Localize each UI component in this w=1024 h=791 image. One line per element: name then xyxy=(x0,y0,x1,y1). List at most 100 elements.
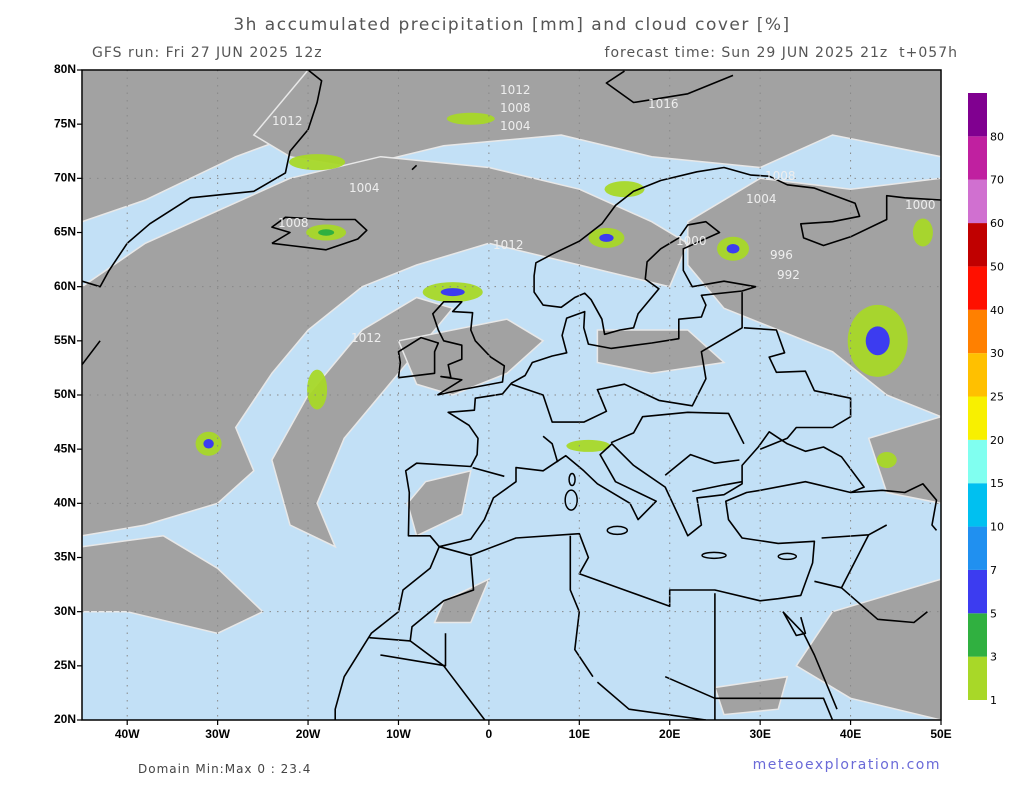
colorbar-label: 15 xyxy=(990,477,1004,490)
precip-area xyxy=(876,452,897,468)
brand: meteoexploration.com xyxy=(753,757,941,773)
x-tick-label: 10E xyxy=(569,727,590,741)
y-tick-label: 40N xyxy=(54,496,76,510)
coastline xyxy=(714,593,834,720)
y-tick-label: 30N xyxy=(54,604,76,618)
coastline xyxy=(411,164,418,171)
y-tick-label: 75N xyxy=(54,116,76,130)
colorbar-label: 5 xyxy=(990,607,997,620)
colorbar-label: 25 xyxy=(990,391,1004,404)
y-tick-label: 45N xyxy=(54,441,76,455)
coastline xyxy=(472,466,505,478)
colorbar-swatch xyxy=(968,396,987,440)
island xyxy=(701,551,727,560)
precipitation xyxy=(195,112,933,468)
x-tick-label: 20E xyxy=(659,727,680,741)
cloud-area xyxy=(252,70,941,169)
isobar-label: 1004 xyxy=(500,119,531,133)
precip-core xyxy=(599,233,614,242)
coastline xyxy=(569,535,594,678)
coastline xyxy=(605,70,734,104)
precip-core xyxy=(203,438,214,449)
coastline xyxy=(783,612,807,637)
colorbar-label: 3 xyxy=(990,651,997,664)
colorbar-swatch xyxy=(968,136,987,180)
cloud-area xyxy=(397,318,545,396)
coastline xyxy=(692,480,743,493)
colorbar-label: 10 xyxy=(990,521,1004,534)
y-tick-label: 35N xyxy=(54,550,76,564)
cloud-area xyxy=(596,329,726,375)
colorbar: 1 3 5 7 10 15 20 25 30 40 50 60 70 80 xyxy=(968,93,1004,707)
isobar-label: 1000 xyxy=(676,234,707,248)
island xyxy=(564,489,578,511)
isobar-label: 1000 xyxy=(905,198,936,212)
coastline xyxy=(82,340,101,366)
coastline xyxy=(542,435,559,463)
y-tick-label: 55N xyxy=(54,333,76,347)
y-tick-label: 70N xyxy=(54,171,76,185)
coastline xyxy=(397,336,440,379)
map-frame xyxy=(81,69,942,721)
cloud-area xyxy=(867,415,941,505)
coastline xyxy=(380,633,447,667)
colorbar-label: 60 xyxy=(990,217,1004,230)
colorbar-swatch xyxy=(968,569,987,614)
graticule: 40W 30W 20W 10W 0 10E 20E 30E 40E 50E 20N 25N 30N 35N… xyxy=(54,62,952,741)
y-tick-label: 65N xyxy=(54,225,76,239)
colorbar-swatch xyxy=(968,309,987,354)
precip-area xyxy=(307,369,328,410)
isobar-label: 1004 xyxy=(349,181,380,195)
colorbar-swatch xyxy=(968,353,987,397)
x-tick-label: 0 xyxy=(486,727,493,741)
y-tick-label: 50N xyxy=(54,387,76,401)
colorbar-label: 30 xyxy=(990,347,1004,360)
x-tick-label: 40W xyxy=(115,727,140,741)
isobar-label: 992 xyxy=(777,268,800,282)
x-tick-label: 30W xyxy=(205,727,230,741)
precip-area xyxy=(912,218,933,247)
coastline xyxy=(431,300,506,396)
x-tick-label: 40E xyxy=(840,727,861,741)
coastline xyxy=(850,482,938,531)
coastlines xyxy=(82,70,941,720)
cloud-area xyxy=(795,578,941,720)
island xyxy=(606,525,629,536)
y-tick-label: 60N xyxy=(54,279,76,293)
isobar-label: 996 xyxy=(770,248,793,262)
precip-core xyxy=(318,229,335,236)
coastline xyxy=(782,611,838,710)
island xyxy=(568,472,576,487)
x-tick-label: 10W xyxy=(386,727,411,741)
isobar-label: 1012 xyxy=(493,238,524,252)
coastline xyxy=(271,216,368,251)
cloud-area xyxy=(406,469,472,537)
y-tick-label: 20N xyxy=(54,712,76,726)
colorbar-label: 1 xyxy=(990,694,997,707)
colorbar-swatch xyxy=(968,483,987,527)
coastline xyxy=(409,640,486,720)
precip-area xyxy=(289,154,346,171)
isobar-label: 1008 xyxy=(765,169,796,183)
colorbar-swatch xyxy=(968,266,987,310)
isobar-label: 1008 xyxy=(278,216,309,230)
colorbar-label: 40 xyxy=(990,304,1004,317)
y-tick-label: 80N xyxy=(54,62,76,76)
precip-area xyxy=(446,112,495,125)
coastline xyxy=(840,587,928,624)
run-label: GFS run: Fri 27 JUN 2025 12z xyxy=(92,45,323,61)
coastline xyxy=(610,411,745,445)
isobar-label: 1016 xyxy=(648,97,679,111)
colorbar-label: 80 xyxy=(990,130,1004,143)
colorbar-swatch xyxy=(968,526,987,570)
precip-area xyxy=(604,181,645,198)
isobar-label: 1004 xyxy=(746,192,777,206)
cloud-area xyxy=(713,675,789,716)
isobar-label: 1012 xyxy=(351,331,382,345)
precip-area xyxy=(566,439,611,452)
x-tick-label: 30E xyxy=(749,727,770,741)
colorbar-swatch xyxy=(968,223,987,267)
coastline xyxy=(82,70,323,288)
isobar-labels: 1012 1012 1008 1004 1016 1004 1008 1004 … xyxy=(272,83,936,345)
